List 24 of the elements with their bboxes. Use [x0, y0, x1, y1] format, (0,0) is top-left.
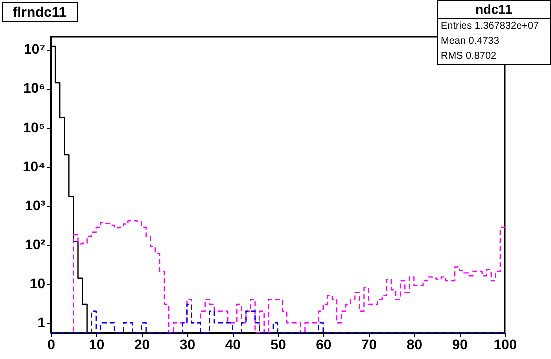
chart-title: flrndc11	[2, 2, 78, 22]
x-tick-label: 0	[48, 336, 56, 352]
x-tick-label: 10	[89, 336, 105, 352]
text: Entries 1.367832e+07	[440, 20, 540, 34]
x-tick-label: 60	[316, 336, 332, 352]
y-tick-label: 10³	[25, 197, 46, 214]
y-tick-label: 10⁴	[23, 158, 46, 174]
annotation: Mean 0.4733	[440, 35, 500, 49]
x-tick-label: 50	[270, 336, 286, 352]
y-tick-label: 10⁶	[23, 80, 46, 96]
x-tick-label: 40	[225, 336, 242, 352]
x-tick-label: 30	[180, 336, 196, 352]
x-tick-label: 100	[494, 336, 518, 352]
y-tick-label: 10	[30, 276, 46, 292]
x-tick-label: 70	[362, 336, 378, 352]
y-tick-label: 10²	[25, 236, 46, 252]
annotation: RMS 0.8702	[440, 50, 498, 64]
x-tick-label: 90	[452, 336, 468, 352]
x-tick-label: 20	[134, 336, 150, 352]
y-tick-label: 1	[38, 314, 46, 331]
x-tick-label: 80	[406, 336, 423, 352]
text: ndc11	[438, 1, 550, 19]
y-tick-label: 10⁷	[24, 41, 46, 58]
y-tick-label: 10⁵	[23, 119, 46, 136]
